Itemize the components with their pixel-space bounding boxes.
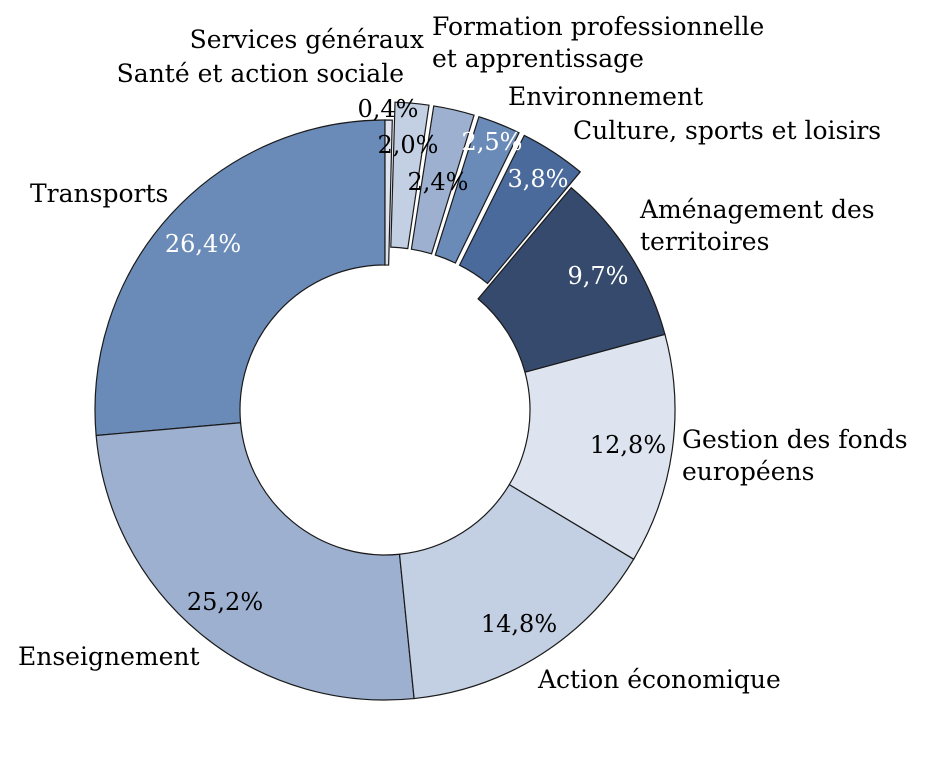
slice-culture-sports-et-loisirs [458, 134, 582, 285]
category-label-transports: Transports [30, 179, 168, 208]
slice-enseignement [95, 422, 415, 701]
donut-segments [94, 101, 676, 701]
pct-label-transports: 26,4% [165, 230, 241, 258]
category-label-enseignement: Enseignement [18, 642, 200, 671]
pct-label-amenagement-des-territoires: 9,7% [568, 262, 629, 290]
percentage-labels: 26,4% 25,2% 14,8% 12,8% 9,7% 3,8% 2,5% 2,4% 2,0%… [165, 95, 666, 638]
category-label-amenagement-des-territoires: Aménagement des territoires [639, 195, 875, 256]
pct-label-culture-sports-et-loisirs: 3,8% [508, 165, 569, 193]
slice-amenagement-des-territoires [477, 186, 666, 373]
category-label-formation-professionnelle-et-apprentissage: Formation professionnelle et apprentissag… [432, 12, 764, 73]
category-label-sante-et-action-sociale: Santé et action sociale [117, 59, 404, 88]
slice-environnement [434, 115, 520, 264]
category-labels: Transports Enseignement Action économique G… [18, 12, 908, 694]
category-label-environnement: Environnement [508, 82, 703, 111]
pct-label-action-economique: 14,8% [481, 610, 557, 638]
slice-transports [94, 119, 386, 437]
slice-action-economique [398, 483, 635, 700]
category-label-action-economique: Action économique [537, 665, 781, 694]
slice-gestion-des-fonds-europeens [508, 333, 676, 561]
pct-label-enseignement: 25,2% [187, 588, 263, 616]
category-label-culture-sports-et-loisirs: Culture, sports et loisirs [573, 116, 881, 145]
pct-label-gestion-des-fonds-europeens: 12,8% [590, 431, 666, 459]
slice-formation-professionnelle-et-apprentissage [410, 105, 475, 255]
pct-label-sante-et-action-sociale: 0,4% [358, 95, 419, 123]
pct-label-formation-professionnelle-et-apprentissage: 2,4% [408, 168, 469, 196]
slice-sante-et-action-sociale [384, 119, 393, 266]
category-label-services-generaux: Services généraux [190, 25, 424, 54]
pct-label-services-generaux: 2,0% [378, 131, 439, 159]
pct-label-environnement: 2,5% [462, 128, 523, 156]
slice-services-generaux [390, 101, 430, 250]
category-label-gestion-des-fonds-europeens: Gestion des fonds européens [682, 425, 908, 486]
